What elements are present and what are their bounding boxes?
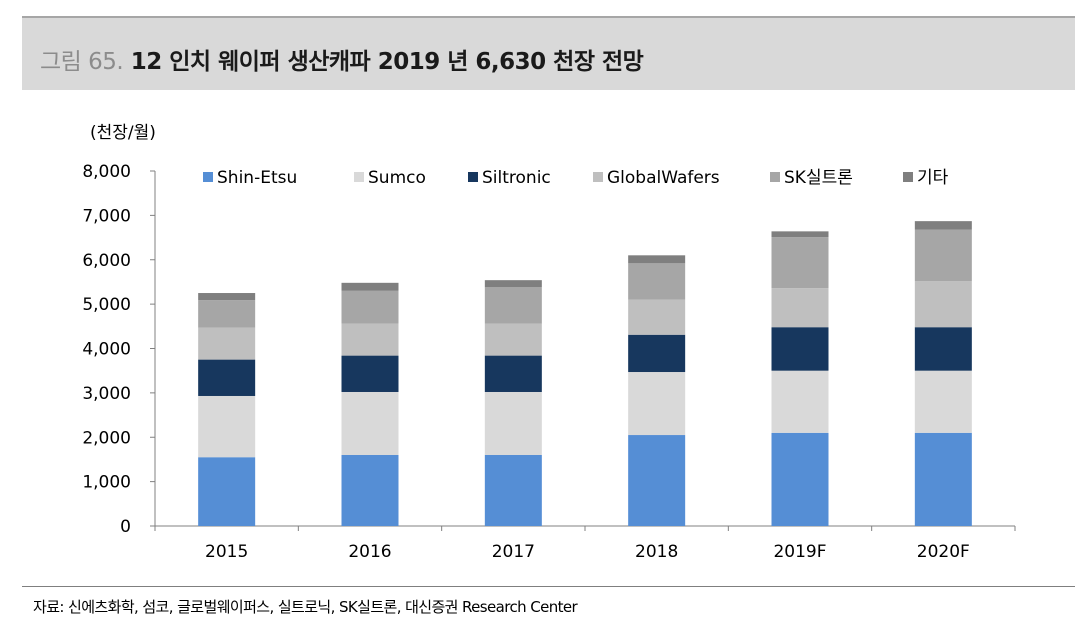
bar-segment bbox=[341, 282, 399, 291]
bar-segment bbox=[484, 391, 542, 455]
x-tick-label: 2016 bbox=[348, 542, 391, 562]
title-bar: 그림 65. 12 인치 웨이퍼 생산캐파 2019 년 6,630 천장 전망 bbox=[22, 16, 1075, 90]
bar-segment bbox=[484, 323, 542, 356]
bar-segment bbox=[198, 327, 256, 360]
y-tick-label: 2,000 bbox=[82, 428, 131, 448]
bar-segment bbox=[628, 372, 686, 436]
y-tick-label: 7,000 bbox=[82, 206, 131, 226]
bar-segment bbox=[198, 359, 256, 396]
y-tick-label: 5,000 bbox=[82, 295, 131, 315]
legend-label: Sumco bbox=[368, 168, 426, 188]
legend-label: Shin-Etsu bbox=[217, 168, 297, 188]
bar-segment bbox=[914, 221, 972, 230]
bar-segment bbox=[341, 455, 399, 526]
figure-title: 12 인치 웨이퍼 생산캐파 2019 년 6,630 천장 전망 bbox=[130, 49, 644, 75]
figure-label: 그림 65. bbox=[40, 49, 124, 75]
bar-segment bbox=[484, 280, 542, 288]
legend-label: 기타 bbox=[917, 168, 949, 188]
bar-segment bbox=[771, 370, 829, 433]
bar-segment bbox=[341, 391, 399, 455]
legend-swatch bbox=[354, 172, 364, 182]
source-note: 자료: 신에츠화학, 섬코, 글로벌웨이퍼스, 실트로닉, SK실트론, 대신증… bbox=[33, 598, 578, 616]
bar-segment bbox=[198, 300, 256, 328]
legend-swatch bbox=[593, 172, 603, 182]
bar-segment bbox=[771, 288, 829, 328]
bar-segment bbox=[198, 395, 256, 458]
bar-segment bbox=[771, 231, 829, 238]
bar-segment bbox=[341, 323, 399, 356]
bar-segment bbox=[341, 290, 399, 324]
x-tick-label: 2015 bbox=[205, 542, 248, 562]
bar-segment bbox=[341, 355, 399, 392]
bar-segment bbox=[628, 255, 686, 264]
bar-segment bbox=[914, 327, 972, 371]
bar-segment bbox=[628, 334, 686, 373]
legend-swatch bbox=[468, 172, 478, 182]
bars bbox=[198, 221, 972, 526]
bar-segment bbox=[484, 455, 542, 526]
bar-segment bbox=[771, 237, 829, 289]
x-tick-label: 2020F bbox=[917, 542, 970, 562]
bar-segment bbox=[628, 299, 686, 335]
legend-swatch bbox=[903, 172, 913, 182]
y-tick-label: 8,000 bbox=[82, 162, 131, 182]
y-tick-label: 0 bbox=[120, 517, 131, 537]
y-unit-label: (천장/월) bbox=[90, 123, 156, 143]
x-tick-label: 2018 bbox=[635, 542, 678, 562]
bar-segment bbox=[914, 281, 972, 328]
y-tick-label: 4,000 bbox=[82, 340, 131, 360]
legend-label: SK실트론 bbox=[784, 168, 853, 188]
legend-label: GlobalWafers bbox=[607, 168, 720, 188]
bar-segment bbox=[914, 229, 972, 282]
x-tick-label: 2017 bbox=[492, 542, 535, 562]
bar-segment bbox=[771, 432, 829, 526]
chart-title: 그림 65. 12 인치 웨이퍼 생산캐파 2019 년 6,630 천장 전망 bbox=[40, 42, 644, 76]
axes: 0 1,000 2,000 3,000 4,000 5,000 6,000 7,000 8,00… bbox=[82, 162, 1016, 562]
bar-segment bbox=[628, 263, 686, 300]
legend-swatch bbox=[770, 172, 780, 182]
y-tick-label: 3,000 bbox=[82, 384, 131, 404]
y-tick-label: 6,000 bbox=[82, 251, 131, 271]
y-tick-label: 1,000 bbox=[82, 473, 131, 493]
bar-segment bbox=[914, 370, 972, 433]
legend-swatch bbox=[203, 172, 213, 182]
x-tick-label: 2019F bbox=[773, 542, 826, 562]
legend-label: Siltronic bbox=[482, 168, 551, 188]
source-divider bbox=[22, 586, 1075, 587]
bar-segment bbox=[198, 457, 256, 526]
bar-segment bbox=[484, 355, 542, 392]
bar-segment bbox=[628, 435, 686, 526]
bar-segment bbox=[198, 293, 256, 301]
bar-segment bbox=[914, 432, 972, 526]
legend: Shin-Etsu Sumco Siltronic GlobalWafers SK실트론… bbox=[203, 168, 949, 188]
bar-segment bbox=[484, 287, 542, 324]
bar-segment bbox=[771, 327, 829, 371]
